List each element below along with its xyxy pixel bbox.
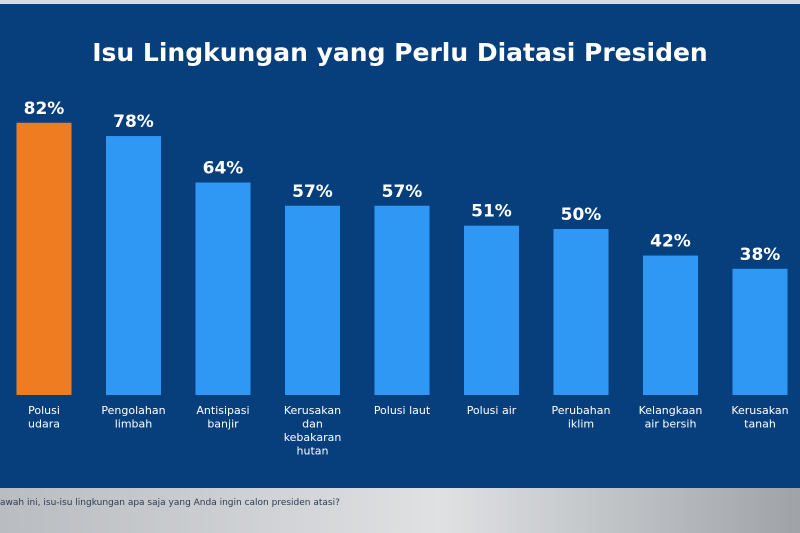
category-label: limbah bbox=[115, 418, 153, 431]
category-label: udara bbox=[28, 418, 60, 431]
survey-question: awah ini, isu-isu lingkungan apa saja ya… bbox=[0, 498, 340, 508]
bar bbox=[285, 205, 340, 395]
category-label: Polusi laut bbox=[374, 404, 431, 417]
category-label: hutan bbox=[297, 445, 329, 458]
category-label: Kerusakan bbox=[731, 404, 788, 417]
data-label: 57% bbox=[292, 182, 333, 202]
category-label: kebakaran bbox=[284, 431, 342, 444]
chart-title: Isu Lingkungan yang Perlu Diatasi Presid… bbox=[92, 38, 708, 67]
bar bbox=[553, 229, 609, 395]
category-label: dan bbox=[302, 418, 323, 431]
bar bbox=[374, 205, 430, 395]
category-label: Perubahan bbox=[552, 404, 611, 417]
category-label: Pengolahan bbox=[101, 404, 165, 417]
data-label: 50% bbox=[561, 205, 602, 225]
data-label: 38% bbox=[740, 245, 781, 265]
category-label: banjir bbox=[207, 418, 239, 431]
bar bbox=[643, 255, 698, 395]
category-label: Kerusakan bbox=[284, 404, 341, 417]
bar bbox=[106, 136, 161, 396]
bar bbox=[16, 122, 72, 395]
data-label: 51% bbox=[471, 202, 512, 222]
category-label: Polusi air bbox=[467, 404, 517, 417]
bar bbox=[732, 268, 788, 395]
category-label: Kelangkaan bbox=[639, 404, 703, 417]
category-label: air bersih bbox=[645, 418, 697, 431]
footer: awah ini, isu-isu lingkungan apa saja ya… bbox=[0, 488, 800, 533]
bar bbox=[195, 182, 251, 395]
category-label: tanah bbox=[744, 418, 776, 431]
data-label: 64% bbox=[203, 159, 244, 179]
category-label: Antisipasi bbox=[196, 404, 249, 417]
data-label: 78% bbox=[113, 112, 154, 132]
data-label: 42% bbox=[650, 232, 691, 252]
data-label: 57% bbox=[382, 182, 423, 202]
data-label: 82% bbox=[24, 99, 65, 119]
top-strip bbox=[0, 0, 800, 4]
category-label: iklim bbox=[568, 418, 594, 431]
bar bbox=[464, 225, 519, 395]
category-label: Polusi bbox=[28, 404, 60, 417]
